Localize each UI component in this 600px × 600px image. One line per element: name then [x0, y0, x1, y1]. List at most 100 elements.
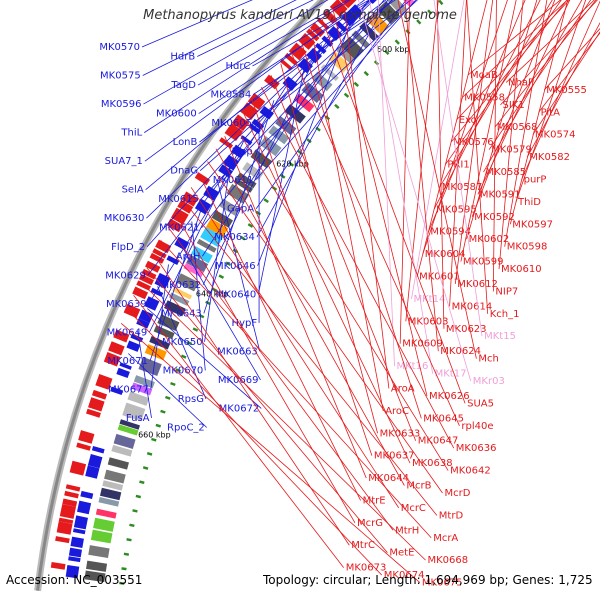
gc-dash: [135, 494, 142, 499]
gene-label: MK0645: [423, 413, 464, 424]
gc-dash: [324, 115, 331, 121]
cog-track-block: [86, 560, 108, 572]
leader-line: [252, 0, 370, 67]
reverse-gene-arrow: [194, 172, 211, 186]
reverse-gene-arrow: [309, 22, 325, 38]
gene-label: RpoC_2: [167, 423, 205, 434]
gene-label: MK0614: [452, 301, 493, 312]
gc-dash: [123, 552, 130, 556]
leader-line: [197, 0, 314, 57]
gene-label: MK0604: [425, 249, 466, 260]
leader-line: [290, 51, 460, 426]
gene-label: MK0630: [104, 213, 145, 224]
gene-label: MKt17: [435, 369, 467, 380]
gene-label: MK0568: [497, 122, 538, 133]
forward-gene-arrow: [136, 318, 150, 329]
cog-track-block: [275, 116, 297, 136]
gene-label: MK0649: [107, 327, 148, 338]
cog-track-block: [293, 93, 315, 113]
leader-line: [256, 0, 389, 238]
leader-line: [120, 322, 421, 583]
gc-dash: [126, 538, 132, 542]
gene-label: NIP7: [495, 286, 518, 297]
leader-line: [144, 0, 366, 162]
reverse-gene-arrow: [219, 137, 234, 149]
cog-track-block: [176, 273, 199, 292]
gene-label: FlpD_2: [111, 242, 145, 253]
cog-track-block: [111, 444, 133, 457]
gene-label: MK0612: [457, 279, 498, 290]
leader-line: [504, 0, 548, 247]
forward-gene-arrow: [138, 309, 154, 324]
forward-gene-arrow: [349, 4, 364, 19]
map-title: Methanopyrus kandleri AV19, complete gen…: [143, 8, 457, 23]
gene-label: rpl40e: [461, 421, 493, 432]
leader-line: [416, 0, 488, 277]
leader-line: [467, 0, 562, 76]
gene-label: MK0643: [161, 308, 202, 319]
cog-track-block: [403, 0, 415, 7]
leader-line: [515, 0, 587, 203]
forward-gene-arrow: [68, 547, 83, 558]
leader-line: [142, 0, 297, 76]
gene-label: MK0626: [429, 391, 470, 402]
cog-track-block: [104, 469, 126, 484]
leader-line: [197, 0, 349, 86]
kbp-tick-label: 620 kbp: [276, 160, 309, 169]
leader-line: [127, 308, 383, 576]
cog-track-block: [99, 487, 122, 501]
leader-line: [462, 0, 568, 98]
gene-label: SUA7_1: [105, 156, 143, 167]
forward-gene-arrow: [85, 465, 100, 479]
leader-line: [175, 213, 356, 524]
leader-line: [498, 0, 524, 270]
gc-dash: [334, 103, 340, 110]
cog-track-block: [386, 0, 407, 15]
forward-gene-arrow: [68, 556, 81, 563]
gc-dash: [363, 70, 369, 77]
gene-label: MtrC: [351, 540, 375, 551]
leader-line: [466, 0, 538, 240]
reverse-gene-arrow: [132, 286, 149, 300]
gene-label: HdrB: [170, 52, 195, 63]
gc-dash: [192, 327, 199, 332]
gene-label: LonB: [173, 137, 198, 148]
leader-line: [167, 226, 394, 531]
gc-dash: [151, 437, 157, 442]
reverse-gene-arrow: [56, 521, 73, 535]
leader-line: [300, 40, 422, 419]
gene-label: McrG: [357, 518, 383, 529]
gc-dash: [394, 39, 400, 45]
gene-label: MK0650: [162, 337, 203, 348]
leader-line: [215, 148, 405, 486]
leader-line: [257, 62, 306, 295]
kbp-tick-label: 640 kbp: [196, 289, 229, 298]
gene-label: SelA: [122, 185, 144, 196]
cog-track-block: [122, 402, 146, 422]
gc-dash: [416, 19, 422, 25]
gene-label: MK0634: [214, 232, 255, 243]
gene-label: MK0637: [374, 451, 415, 462]
cog-track-block: [138, 356, 162, 377]
gene-label: HdrC: [226, 61, 251, 72]
leader-line: [179, 242, 261, 381]
gc-dash: [205, 300, 211, 306]
leader-line: [233, 123, 449, 471]
leader-line: [203, 100, 275, 314]
leader-line: [147, 26, 339, 276]
gc-dash: [175, 368, 181, 373]
gc-dash: [438, 0, 444, 6]
reverse-gene-arrow: [86, 408, 101, 418]
reverse-gene-arrow: [247, 93, 266, 110]
gene-label: PitA: [541, 107, 561, 118]
leader-line: [521, 0, 600, 180]
cog-track-block: [117, 424, 139, 436]
leader-line: [143, 0, 329, 105]
leader-line: [202, 0, 369, 257]
cog-track-block: [113, 433, 136, 449]
leader-line: [477, 0, 571, 195]
leader-line: [242, 111, 411, 464]
leader-line: [147, 308, 262, 409]
